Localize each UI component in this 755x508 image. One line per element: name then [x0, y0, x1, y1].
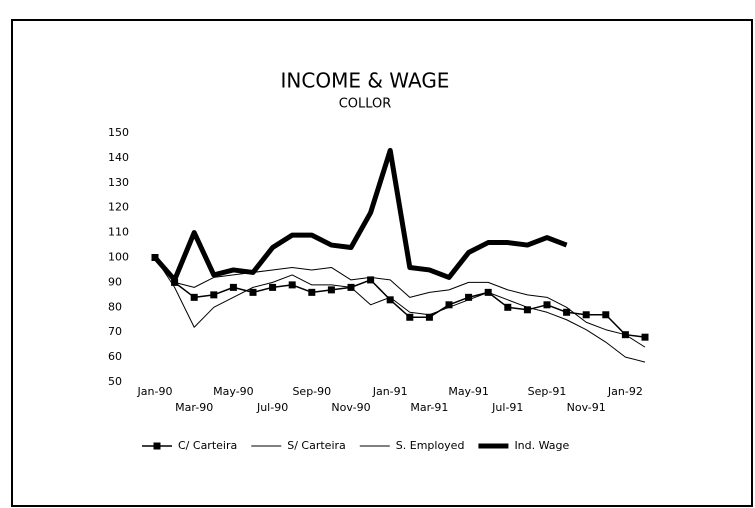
point [190, 293, 198, 301]
point [406, 313, 414, 321]
x-tick-label: Mar-90 [175, 401, 213, 414]
chart-subtitle: COLLOR [339, 97, 392, 112]
y-tick-label: 100 [108, 251, 129, 264]
point [269, 283, 277, 291]
point [288, 281, 296, 289]
frame [11, 19, 753, 507]
x-tick-label: Nov-90 [331, 401, 370, 414]
y-tick-label: 50 [108, 375, 122, 388]
y-tick-label: 70 [108, 325, 122, 338]
point [229, 283, 237, 291]
point [327, 286, 335, 294]
x-tick-label: Jan-90 [137, 385, 173, 398]
point [582, 311, 590, 319]
legend-label: S. Employed [396, 439, 465, 452]
x-tick-label: May-91 [448, 385, 489, 398]
legend-label: C/ Carteira [178, 439, 237, 452]
chart-title: INCOME & WAGE [281, 69, 450, 93]
x-tick-label: Mar-91 [410, 401, 448, 414]
x-tick-label: Nov-91 [567, 401, 606, 414]
point [386, 296, 394, 304]
y-tick-label: 150 [108, 126, 129, 139]
y-tick-label: 130 [108, 176, 129, 189]
legend-marker [153, 442, 161, 450]
x-tick-label: Jan-91 [372, 385, 408, 398]
legend-label: S/ Carteira [287, 439, 346, 452]
point [425, 313, 433, 321]
y-tick-label: 120 [108, 201, 129, 214]
x-tick-label: Jul-90 [256, 401, 288, 414]
point [465, 293, 473, 301]
legend-label: Ind. Wage [514, 439, 569, 452]
x-tick-label: Sep-90 [292, 385, 331, 398]
point [210, 291, 218, 299]
point [543, 301, 551, 309]
y-tick-label: 140 [108, 151, 129, 164]
series-line [154, 257, 646, 363]
y-tick-label: 80 [108, 300, 122, 313]
x-tick-label: May-90 [213, 385, 254, 398]
x-tick-label: Sep-91 [528, 385, 567, 398]
point [308, 288, 316, 296]
series-line [154, 257, 646, 348]
x-tick-label: Jul-91 [491, 401, 523, 414]
point [367, 276, 375, 284]
y-tick-label: 90 [108, 275, 122, 288]
point [641, 333, 649, 341]
y-tick-label: 110 [108, 226, 129, 239]
x-tick-label: Jan-92 [607, 385, 643, 398]
point [563, 308, 571, 316]
point [249, 288, 257, 296]
point [445, 301, 453, 309]
y-tick-label: 60 [108, 350, 122, 363]
series-line [153, 147, 568, 283]
point [602, 311, 610, 319]
point [523, 306, 531, 314]
point [504, 303, 512, 311]
